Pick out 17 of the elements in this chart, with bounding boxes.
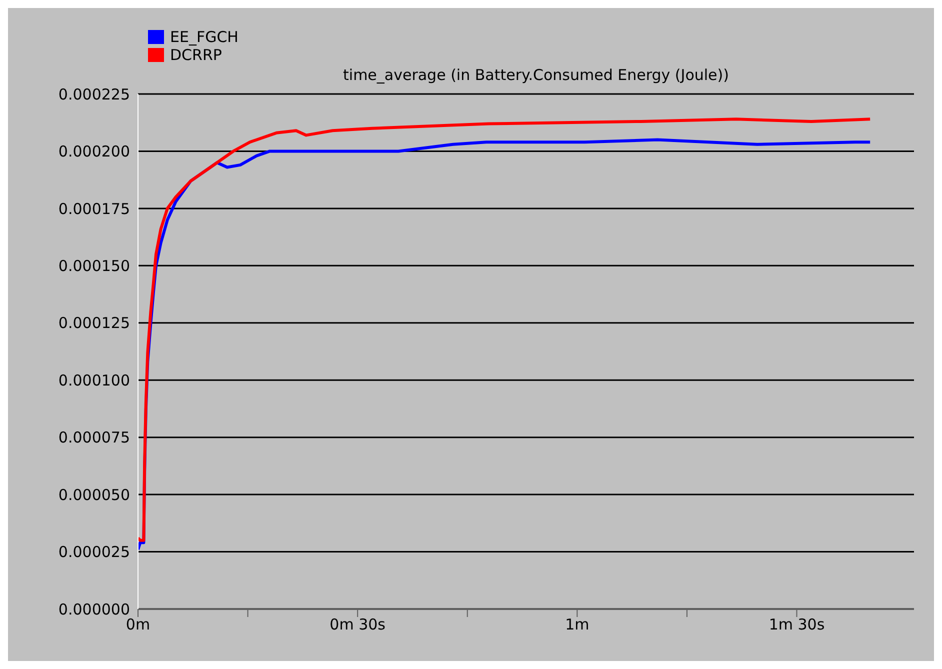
y-tick-label: 0.000025 (58, 543, 130, 562)
y-tick-label: 0.000150 (58, 256, 130, 275)
y-tick-label: 0.000175 (58, 200, 130, 218)
legend-label: DCRRP (170, 46, 222, 64)
y-tick-label: 0.000125 (58, 314, 130, 332)
x-tick-label: 1m 30s (768, 616, 825, 634)
x-tick-label: 0m (126, 616, 150, 634)
y-tick-label: 0.000000 (58, 600, 130, 618)
y-tick-label: 0.000075 (58, 428, 130, 447)
x-tick-label: 1m (565, 616, 590, 634)
y-tick-label: 0.000050 (58, 486, 130, 504)
legend-label: EE_FGCH (170, 28, 238, 46)
y-tick-label: 0.000100 (58, 371, 130, 390)
x-tick-label: 0m 30s (330, 616, 386, 634)
chart-title: time_average (in Battery.Consumed Energy (Joule)) (342, 66, 730, 84)
y-tick-label: 0.000200 (58, 142, 130, 161)
y-tick-label: 0.000225 (58, 85, 130, 104)
